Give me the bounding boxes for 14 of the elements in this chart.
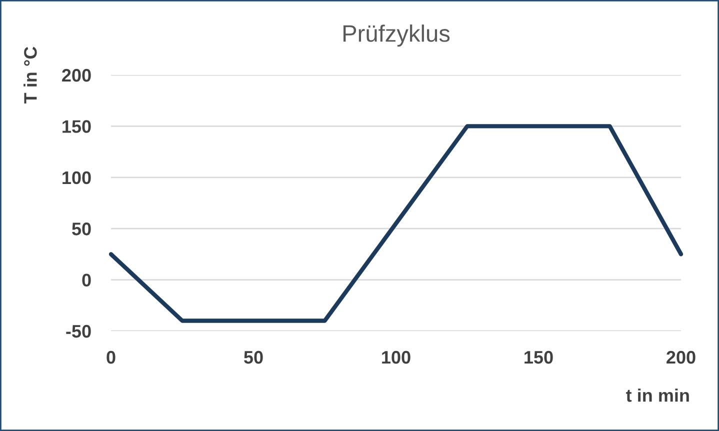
y-tick-label: 150 — [62, 120, 91, 133]
x-tick-label: 50 — [244, 350, 263, 364]
x-tick-label: 150 — [524, 350, 553, 364]
y-tick-label: 50 — [72, 222, 91, 236]
x-axis-title: t in min — [626, 388, 689, 402]
chart-title: Prüfzyklus — [343, 24, 450, 47]
y-tick-label: 200 — [62, 68, 91, 82]
x-tick-label: 0 — [106, 350, 116, 364]
x-tick-label: 200 — [666, 350, 696, 364]
y-axis-title: T in °C — [24, 46, 37, 104]
y-tick-label: -50 — [66, 324, 91, 338]
x-tick-label: 100 — [382, 350, 410, 364]
y-tick-label: 100 — [62, 171, 91, 184]
y-tick-label: 0 — [82, 274, 91, 287]
